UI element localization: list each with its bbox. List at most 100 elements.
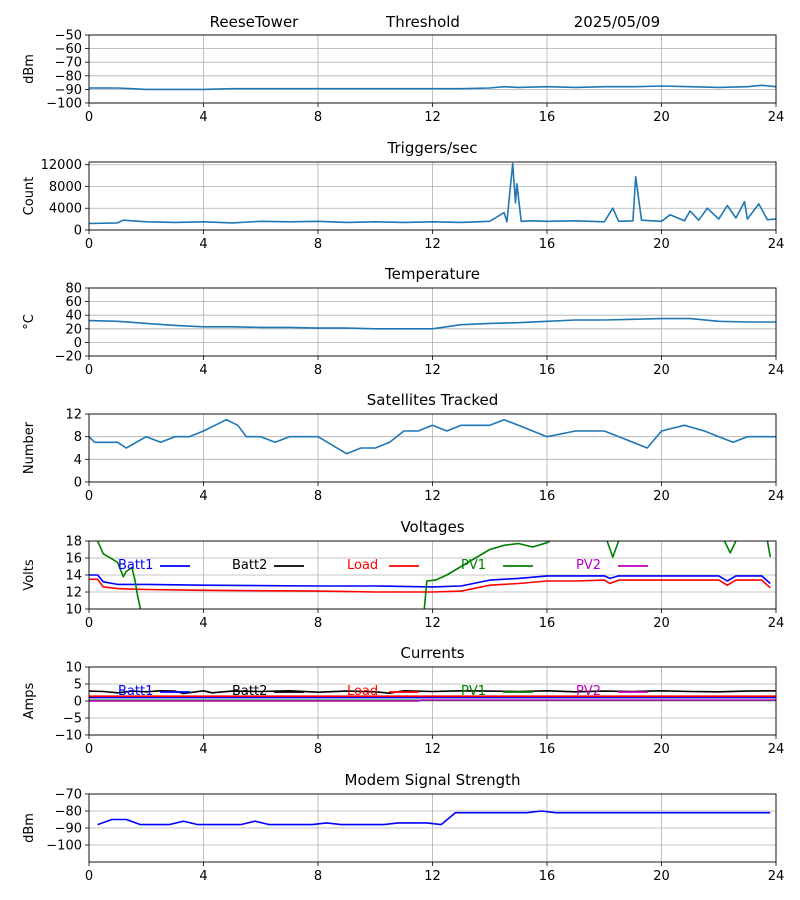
y-tick-label: 14 [65,569,82,584]
panel-title: Triggers/sec [387,139,478,157]
series-line [89,317,776,330]
series-group [89,84,776,91]
y-tick-label: 8 [74,430,82,445]
legend-label-load: Load [347,684,378,699]
panel-title: Modem Signal Strength [345,771,521,789]
y-tick-label: −100 [46,97,82,112]
x-tick-label: 8 [314,363,322,378]
legend-label-batt2: Batt2 [232,684,267,699]
x-tick-label: 0 [85,616,93,631]
x-tick-label: 4 [199,237,207,252]
legend-label-batt1: Batt1 [118,558,153,573]
x-tick-label: 20 [653,616,670,631]
y-axis-label: Number [22,421,37,474]
y-tick-label: 20 [65,322,82,337]
series-line [89,418,776,455]
x-tick-label: 4 [199,489,207,504]
x-tick-label: 4 [199,363,207,378]
legend-label-pv1: PV1 [461,558,486,573]
panel-triggers: Triggers/sec 0 4 8 12 16 20 24 0 4000 8000 12000 Cou… [22,139,784,252]
y-tick-label: −90 [55,822,82,837]
x-tick-label: 16 [539,869,556,884]
x-tick-label: 24 [768,742,785,757]
y-tick-label: −100 [46,839,82,854]
y-tick-label: 0 [74,695,82,710]
x-tick-label: 0 [85,489,93,504]
panel-title: Temperature [384,265,480,283]
y-tick-label: 10 [65,661,82,676]
x-tick-label: 16 [539,489,556,504]
x-tick-label: 12 [424,616,441,631]
y-axis-label: °C [22,314,37,330]
y-tick-label: 4 [74,453,82,468]
y-tick-label: −70 [55,56,82,71]
x-tick-label: 24 [768,110,785,125]
panel-title: Currents [400,644,464,662]
series-pv2-line [89,699,776,702]
y-tick-label: 12000 [41,158,82,173]
y-tick-label: −80 [55,805,82,820]
header-mode: Threshold [385,13,460,31]
series-group [97,810,771,826]
y-tick-label: −90 [55,83,82,98]
y-tick-label: 18 [65,535,82,550]
header-date: 2025/05/09 [574,13,660,31]
x-tick-label: 0 [85,237,93,252]
y-axis-label: dBm [22,54,37,84]
x-tick-label: 20 [653,742,670,757]
x-tick-label: 24 [768,237,785,252]
x-tick-label: 24 [768,869,785,884]
y-axis-label: dBm [22,813,37,843]
x-tick-label: 4 [199,869,207,884]
x-tick-label: 8 [314,869,322,884]
series-group [89,317,776,330]
x-tick-label: 20 [653,869,670,884]
legend-label-batt1: Batt1 [118,684,153,699]
series-group [89,418,776,455]
series-line [89,84,776,91]
panel-satellites: Satellites Tracked 0 4 8 12 16 20 24 0 4 8 12 Number [22,391,784,504]
y-tick-label: 0 [74,336,82,351]
y-tick-label: −10 [55,729,82,744]
panel-signal: 0 4 8 12 16 20 24 −100−90−80−70−60−50 dBm [22,29,784,126]
x-tick-label: 8 [314,489,322,504]
x-tick-label: 12 [424,237,441,252]
series-line [97,810,771,826]
y-tick-label: 12 [65,408,82,423]
x-tick-label: 24 [768,489,785,504]
y-tick-label: 60 [65,295,82,310]
x-tick-label: 8 [314,110,322,125]
x-tick-label: 12 [424,489,441,504]
y-tick-label: −20 [55,350,82,365]
y-tick-label: −50 [55,29,82,44]
x-tick-label: 4 [199,742,207,757]
legend-label-pv1: PV1 [461,684,486,699]
x-tick-label: 20 [653,237,670,252]
x-tick-label: 24 [768,363,785,378]
y-tick-label: 8000 [49,180,82,195]
header-station: ReeseTower [210,13,300,31]
panel-title: Satellites Tracked [367,391,498,409]
y-axis-label: Count [22,177,37,216]
x-tick-label: 24 [768,616,785,631]
x-tick-label: 4 [199,110,207,125]
legend-label-pv2: PV2 [576,558,601,573]
x-tick-label: 12 [424,742,441,757]
figure-header: ReeseTower Threshold 2025/05/09 [210,13,661,31]
series-group [89,162,776,225]
y-tick-label: 0 [74,224,82,239]
x-tick-label: 0 [85,869,93,884]
y-tick-label: −5 [63,712,82,727]
legend-label-batt2: Batt2 [232,558,267,573]
y-tick-label: 5 [74,678,82,693]
y-tick-label: −80 [55,69,82,84]
series-batt1-line [89,574,771,588]
legend-label-load: Load [347,558,378,573]
x-tick-label: 20 [653,110,670,125]
x-tick-label: 16 [539,363,556,378]
y-tick-label: 10 [65,603,82,618]
x-tick-label: 16 [539,110,556,125]
